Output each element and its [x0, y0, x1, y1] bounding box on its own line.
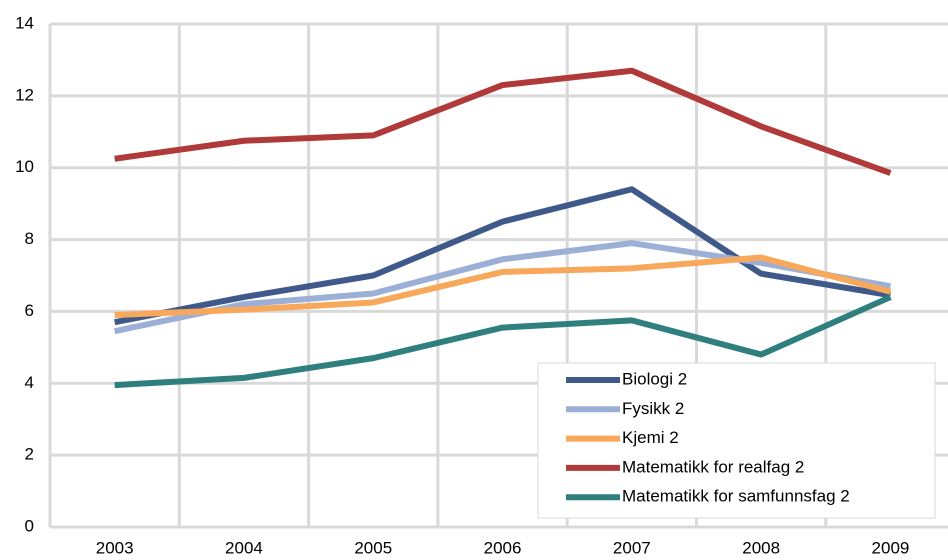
legend-label: Matematikk for realfag 2	[622, 457, 804, 476]
legend-label: Matematikk for samfunnsfag 2	[622, 487, 850, 506]
y-tick-label: 8	[25, 229, 34, 248]
legend-label: Fysikk 2	[622, 399, 684, 418]
x-tick-label: 2006	[484, 538, 522, 557]
x-tick-label: 2005	[354, 538, 392, 557]
legend-label: Kjemi 2	[622, 428, 679, 447]
series-line	[114, 254, 892, 319]
y-tick-label: 0	[25, 516, 34, 535]
y-tick-label: 2	[25, 445, 34, 464]
y-tick-label: 10	[15, 157, 34, 176]
x-tick-label: 2004	[225, 538, 263, 557]
series-line	[114, 294, 892, 389]
y-tick-label: 4	[25, 373, 34, 392]
x-tick-label: 2009	[872, 538, 910, 557]
series-line	[114, 240, 891, 335]
legend-label: Biologi 2	[622, 369, 687, 388]
x-tick-label: 2007	[613, 538, 651, 557]
legend: Biologi 2 Fysikk 2 Kjemi 2 Matematikk for r…	[537, 362, 936, 519]
series-line	[114, 186, 891, 326]
x-tick-label: 2008	[742, 538, 780, 557]
series-line	[114, 67, 892, 176]
x-tick-label: 2003	[96, 538, 134, 557]
y-tick-label: 12	[15, 85, 34, 104]
y-tick-label: 14	[15, 13, 34, 32]
y-tick-label: 6	[25, 301, 34, 320]
